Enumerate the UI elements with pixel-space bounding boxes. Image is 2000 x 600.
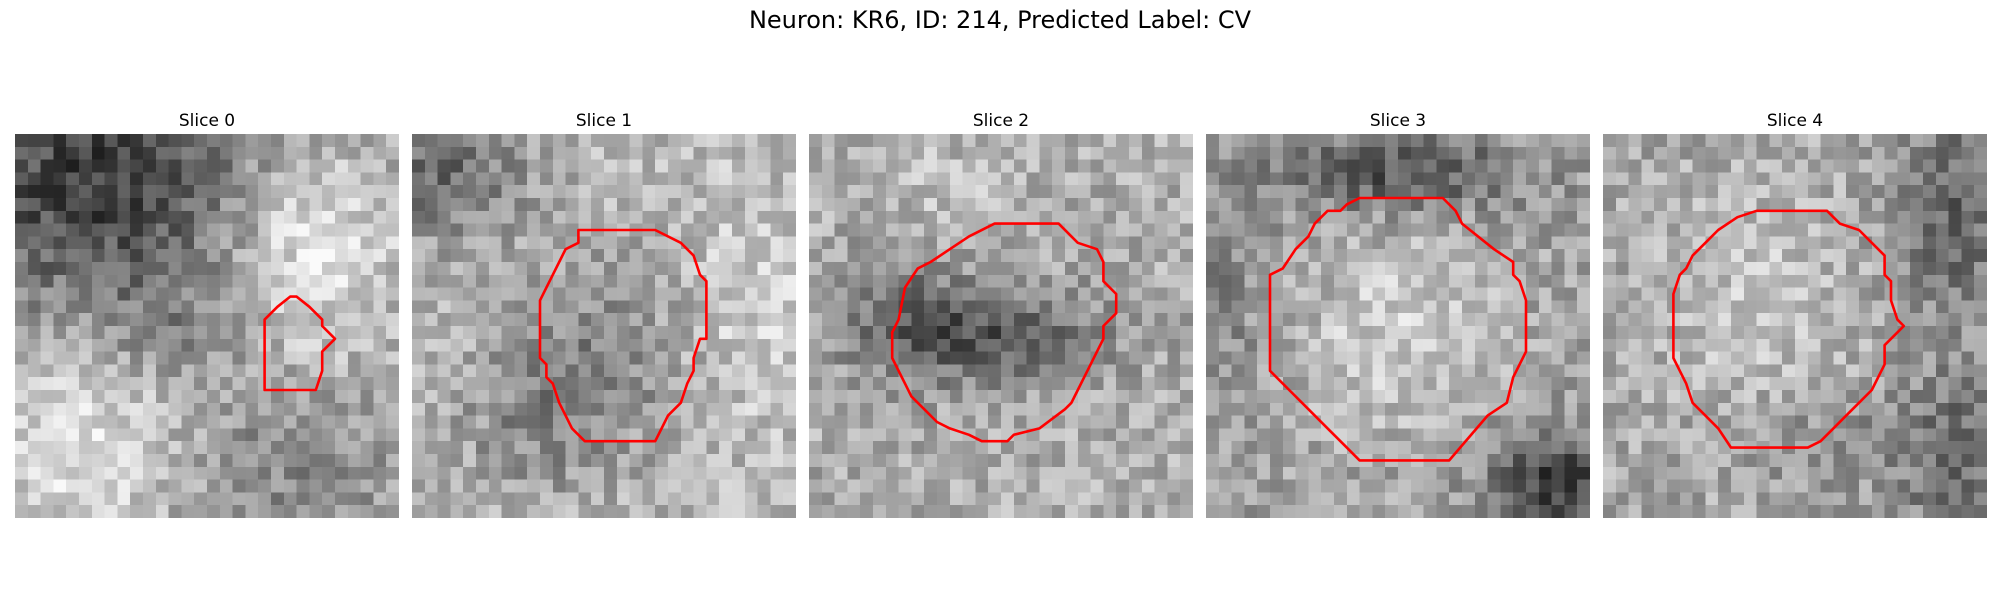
slice-title: Slice 0 bbox=[178, 111, 236, 131]
roi-contour bbox=[263, 295, 337, 392]
roi-contour bbox=[538, 228, 708, 443]
pixel-grid bbox=[809, 134, 1193, 518]
slice-title: Slice 3 bbox=[1369, 111, 1427, 131]
figure-title: Neuron: KR6, ID: 214, Predicted Label: C… bbox=[748, 6, 1252, 34]
slice-title: Slice 4 bbox=[1766, 111, 1824, 131]
slice-title: Slice 2 bbox=[972, 111, 1030, 131]
slice-image bbox=[809, 134, 1193, 518]
roi-contour bbox=[1268, 196, 1528, 462]
slice-image bbox=[412, 134, 796, 518]
slice-panel-4: Slice 4 bbox=[1603, 110, 1987, 518]
pixel-grid bbox=[412, 134, 796, 518]
slice-panel-2: Slice 2 bbox=[809, 110, 1193, 518]
pixel-grid bbox=[1206, 134, 1590, 518]
roi-contour bbox=[1672, 209, 1906, 449]
slice-panel-3: Slice 3 bbox=[1206, 110, 1590, 518]
pixel-grid bbox=[1603, 134, 1987, 518]
slice-panel-1: Slice 1 bbox=[412, 110, 796, 518]
pixel-grid bbox=[15, 134, 399, 518]
slice-image bbox=[1603, 134, 1987, 518]
slice-image bbox=[15, 134, 399, 518]
slice-title: Slice 1 bbox=[575, 111, 633, 131]
slice-panel-0: Slice 0 bbox=[15, 110, 399, 518]
roi-contour bbox=[890, 222, 1118, 443]
slice-image bbox=[1206, 134, 1590, 518]
